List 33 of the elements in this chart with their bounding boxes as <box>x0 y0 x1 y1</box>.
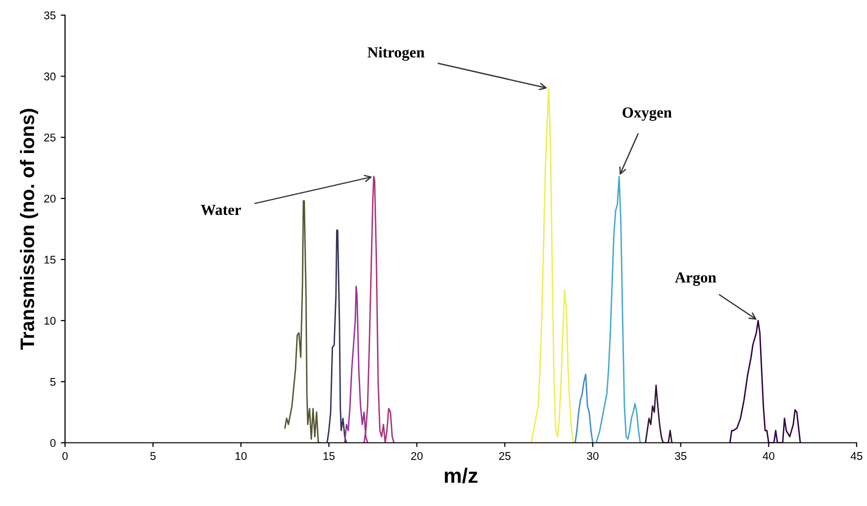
line-series <box>729 320 801 443</box>
x-tick-label: 40 <box>762 452 774 460</box>
annotation: Argon <box>674 272 716 286</box>
y-tick-label: 20 <box>44 194 56 203</box>
y-tick-label: 30 <box>44 72 56 80</box>
annotation: Water <box>200 204 241 216</box>
x-tick-label: 45 <box>850 452 862 460</box>
annotation: Oxygen <box>622 107 672 121</box>
line-series <box>284 200 321 443</box>
line-series <box>344 286 368 443</box>
x-tick-label: 10 <box>236 452 247 460</box>
y-tick-label: 25 <box>44 134 56 142</box>
line-series <box>644 384 673 443</box>
y-tick-label: 35 <box>44 11 56 20</box>
y-tick-label: 5 <box>50 378 56 386</box>
line-series <box>596 176 641 443</box>
y-tick-label: 15 <box>44 256 56 264</box>
x-axis-title: m/z <box>444 468 478 484</box>
x-tick-label: 30 <box>586 452 598 460</box>
annotation: Nitrogen <box>368 46 424 61</box>
line-series <box>326 229 348 443</box>
x-tick-label: 5 <box>150 452 156 460</box>
x-tick-label: 35 <box>674 452 686 460</box>
x-tick-label: 15 <box>324 452 335 460</box>
y-axis-title: Transmission (no. of ions) <box>20 108 38 350</box>
line-series <box>574 374 594 443</box>
x-tick-label: 20 <box>411 452 423 460</box>
x-tick-label: 0 <box>62 452 68 460</box>
x-tick-label: 25 <box>499 452 510 460</box>
y-tick-label: 10 <box>44 316 56 325</box>
y-tick-label: 0 <box>50 439 56 447</box>
line-series <box>530 88 574 443</box>
line-series <box>363 176 395 443</box>
